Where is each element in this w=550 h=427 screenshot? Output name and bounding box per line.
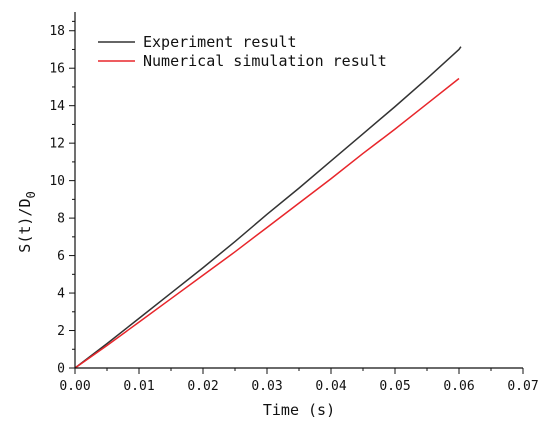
y-tick-label: 14 bbox=[49, 99, 65, 114]
series-line-1 bbox=[74, 77, 460, 369]
y-axis-title-subscript: 0 bbox=[24, 191, 38, 198]
y-tick-label: 18 bbox=[49, 24, 65, 39]
x-tick-label: 0.07 bbox=[507, 379, 538, 394]
legend: Experiment result Numerical simulation r… bbox=[98, 33, 387, 70]
x-tick-label: 0.06 bbox=[443, 379, 474, 394]
y-tick-label: 16 bbox=[49, 62, 65, 77]
x-tick-label: 0.03 bbox=[251, 379, 282, 394]
y-axis-title: S(t)/D0 bbox=[16, 191, 38, 252]
legend-label-experiment: Experiment result bbox=[143, 33, 297, 51]
y-tick-label: 12 bbox=[49, 137, 65, 152]
y-tick-label: 6 bbox=[57, 249, 65, 264]
legend-label-simulation: Numerical simulation result bbox=[143, 52, 387, 70]
y-tick-label: 2 bbox=[57, 324, 65, 339]
axes-layer: 0.00 0.01 0.02 0.03 0.04 0.05 0.06 0.07 0 2 4 6 8 10 1… bbox=[49, 12, 539, 394]
series-line-0 bbox=[74, 46, 462, 369]
x-tick-label: 0.02 bbox=[187, 379, 218, 394]
x-tick-label: 0.05 bbox=[379, 379, 410, 394]
y-tick-label: 0 bbox=[57, 362, 65, 377]
y-tick-label: 8 bbox=[57, 212, 65, 227]
y-tick-label: 10 bbox=[49, 174, 65, 189]
y-tick-label: 4 bbox=[57, 287, 65, 302]
x-tick-label: 0.01 bbox=[123, 379, 154, 394]
y-axis-title-main: S(t)/D bbox=[16, 199, 34, 253]
x-axis-title: Time (s) bbox=[263, 401, 335, 419]
x-tick-label: 0.04 bbox=[315, 379, 346, 394]
x-tick-label: 0.00 bbox=[59, 379, 90, 394]
series-layer bbox=[74, 46, 462, 369]
